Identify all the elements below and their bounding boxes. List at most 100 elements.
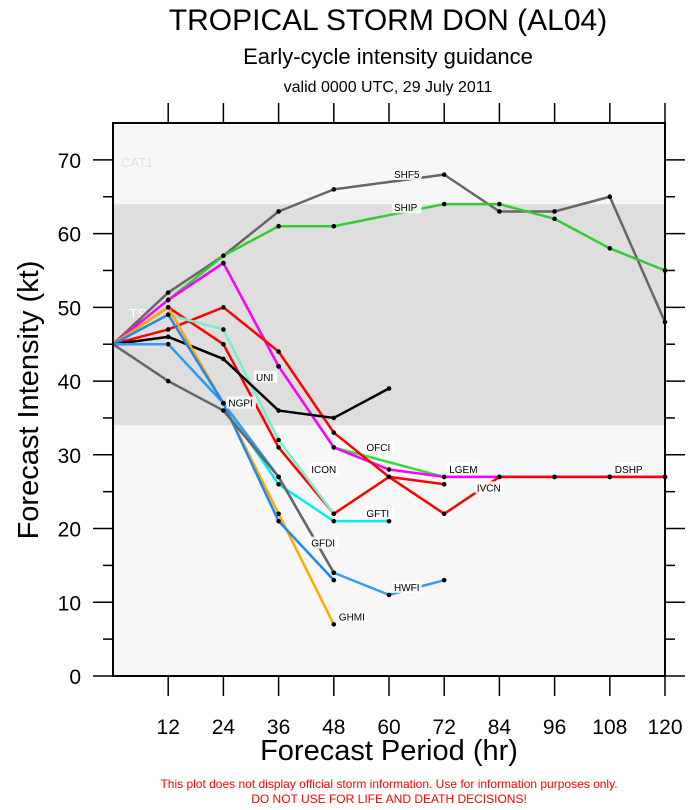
data-point-ngpi [221, 408, 226, 413]
y-tick-label: 20 [58, 519, 81, 542]
band-ts [113, 204, 665, 426]
x-tick-label: 36 [267, 716, 290, 739]
x-tick-label: 12 [157, 716, 180, 739]
data-point-ship [552, 216, 557, 222]
label-bg-icon [309, 462, 339, 475]
series-label-ship: SHIP [394, 203, 418, 214]
chart-subtitle: Early-cycle intensity guidance [243, 44, 533, 69]
series-labels: SHF5 SHIP LGEM DSHP OFCI IVCN ICON UNI GFTI HWFI G… [226, 167, 643, 623]
series-label-gfdi: GFDI [311, 539, 335, 550]
data-point-shf5 [441, 172, 447, 177]
forecast-series [112, 172, 668, 627]
y-tick-label: 50 [58, 297, 81, 320]
data-point-ofci [331, 430, 337, 435]
y-tick-label: 60 [58, 224, 81, 247]
data-point-gfdi [276, 518, 281, 524]
data-point-ivcn [552, 474, 557, 480]
label-bg-hwfi [392, 580, 422, 593]
disclaimer-line-2: DO NOT USE FOR LIFE AND DEATH DECISIONS! [251, 792, 527, 806]
series-label-gfti: GFTI [366, 509, 389, 520]
series-line-shf5 [112, 173, 667, 346]
x-tick-label: 48 [322, 716, 345, 739]
data-point-icon [276, 437, 281, 443]
data-point-uni [386, 386, 392, 391]
data-point-hwfi [386, 592, 392, 598]
data-point-dshp [331, 445, 337, 450]
data-point-ivcn [607, 474, 613, 480]
data-point-ship [497, 201, 502, 207]
data-point-shf5 [331, 187, 337, 192]
data-point-shf5 [552, 209, 557, 214]
y-tick-label: 40 [58, 371, 81, 394]
data-point-ngpi [276, 474, 281, 480]
data-point-ofci [441, 481, 447, 487]
data-point-ngpi [165, 378, 171, 384]
band-label-cat1: CAT1 [121, 155, 153, 170]
data-point-shf5 [165, 290, 171, 295]
label-bg-lgem [447, 462, 477, 475]
axes: 0 10 20 30 40 50 60 70 12 24 36 48 60 72 84 96 108 120 [58, 103, 685, 739]
data-point-uni [276, 408, 281, 413]
series-line-uni [112, 335, 390, 420]
data-point-ivcn [497, 474, 502, 480]
series-label-ngpi: NGPI [228, 399, 252, 410]
data-point-gfti [276, 481, 281, 487]
data-point-ship [607, 246, 613, 251]
series-label-hwfi: HWFI [394, 583, 420, 594]
data-point-hwfi [165, 341, 171, 347]
label-bg-ivcn [474, 481, 505, 494]
data-point-gfti [386, 518, 392, 524]
data-point-ship [276, 223, 281, 229]
data-point-ivcn [221, 341, 226, 347]
disclaimer-line-1: This plot does not display official stor… [160, 777, 617, 791]
chart-title: TROPICAL STORM DON (AL04) [169, 4, 607, 37]
data-point-shf5 [276, 209, 281, 214]
label-bg-uni [254, 370, 278, 383]
data-point-dshp [221, 260, 226, 266]
data-point-ghmi [165, 305, 171, 310]
label-bg-dshp [612, 462, 643, 475]
series-label-icon: ICON [311, 465, 336, 476]
data-point-ngpi [331, 570, 337, 576]
data-point-dshp [386, 467, 392, 472]
data-point-uni [221, 356, 226, 362]
data-point-dshp [165, 297, 171, 303]
series-label-ofci: OFCI [366, 443, 390, 454]
x-tick-label: 72 [433, 716, 456, 739]
data-point-dshp [276, 364, 281, 369]
x-tick-label: 60 [377, 716, 400, 739]
data-point-uni [165, 334, 171, 340]
data-point-icon [221, 327, 226, 332]
label-bg-ghmi [336, 610, 367, 623]
label-bg-shf5 [392, 167, 422, 180]
series-label-uni: UNI [256, 373, 273, 384]
x-axis-label: Forecast Period (hr) [260, 735, 518, 767]
data-point-ship [441, 201, 447, 207]
data-point-gfdi [165, 312, 171, 318]
data-point-gfti [331, 518, 337, 524]
data-point-icon [331, 511, 337, 517]
data-point-uni [331, 415, 337, 421]
label-bg-gfdi [309, 536, 339, 549]
data-point-ofci [276, 349, 281, 354]
y-tick-label: 30 [58, 445, 81, 468]
data-point-ghmi [331, 622, 337, 627]
label-bg-ship [392, 201, 422, 214]
y-axis-label: Forecast Intensity (kt) [13, 261, 45, 540]
data-point-ofci [165, 327, 171, 332]
series-label-ghmi: GHMI [339, 612, 365, 623]
x-tick-label: 84 [488, 716, 512, 739]
data-point-dshp [441, 474, 447, 480]
x-tick-label: 24 [212, 716, 236, 739]
data-point-gfdi [221, 400, 226, 406]
label-bg-ngpi [226, 396, 256, 409]
x-tick-label: 120 [647, 716, 682, 739]
x-tick-label: 108 [592, 716, 627, 739]
chart-valid-time: valid 0000 UTC, 29 July 2011 [284, 79, 493, 96]
data-point-ivcn [276, 445, 281, 450]
x-tick-label: 96 [543, 716, 566, 739]
data-point-ivcn [386, 474, 392, 480]
data-point-ofci [221, 305, 226, 310]
